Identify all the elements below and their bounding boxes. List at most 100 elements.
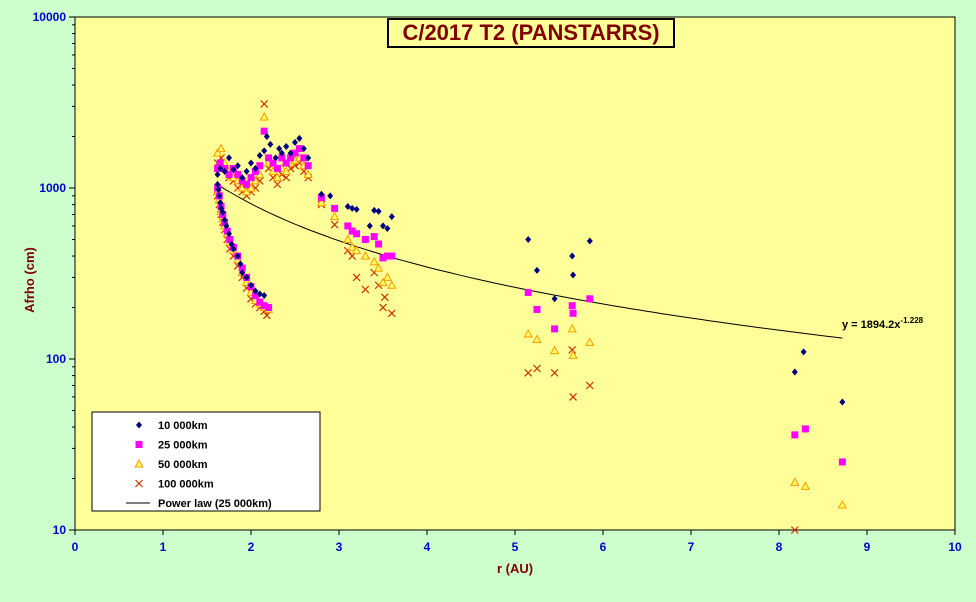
x-tick-label: 9 xyxy=(864,540,871,554)
y-axis-title: Afrho (cm) xyxy=(22,247,37,313)
data-point xyxy=(839,398,846,406)
legend-marker xyxy=(135,441,143,448)
data-point xyxy=(551,325,559,333)
data-point xyxy=(256,298,264,306)
data-point xyxy=(370,233,378,241)
data-point xyxy=(260,302,268,310)
x-tick-label: 5 xyxy=(512,540,519,554)
data-point xyxy=(214,180,221,188)
data-point xyxy=(330,220,339,229)
legend-label: 50 000km xyxy=(158,459,208,471)
data-point xyxy=(221,167,228,175)
data-point xyxy=(234,170,242,178)
data-point xyxy=(378,277,388,287)
data-point xyxy=(351,245,362,255)
data-point xyxy=(230,166,237,174)
data-point xyxy=(217,165,224,173)
data-point xyxy=(532,334,542,344)
data-point xyxy=(216,159,224,167)
data-point xyxy=(569,393,578,401)
data-point xyxy=(283,142,290,150)
data-point xyxy=(369,256,379,266)
equation-base: y = 1894.2x xyxy=(842,319,901,331)
data-point xyxy=(265,154,273,162)
data-point xyxy=(344,222,352,230)
data-point xyxy=(523,328,533,338)
data-point xyxy=(212,148,223,157)
equation-exponent: -1.228 xyxy=(900,316,923,325)
data-point xyxy=(251,292,259,300)
data-point xyxy=(276,145,283,153)
x-axis: 0 1 2 3 4 5 6 7 8 9 10 xyxy=(72,529,962,554)
data-point xyxy=(261,147,268,155)
x-tick-label: 2 xyxy=(248,540,255,554)
data-point xyxy=(267,140,274,148)
data-point xyxy=(380,222,386,230)
data-point xyxy=(303,169,313,178)
data-point xyxy=(569,252,576,260)
legend-marker xyxy=(134,458,144,468)
data-point xyxy=(256,151,263,159)
legend-box xyxy=(91,411,321,512)
data-point xyxy=(219,208,226,216)
data-point xyxy=(329,211,340,221)
data-points xyxy=(212,100,848,534)
data-point xyxy=(348,227,356,235)
data-point xyxy=(383,252,391,260)
trendline-equation: y = 1894.2x-1.228 xyxy=(842,316,924,331)
data-point xyxy=(375,240,383,248)
data-point xyxy=(800,481,811,490)
data-point xyxy=(226,235,234,243)
data-point xyxy=(230,245,237,253)
data-point xyxy=(226,230,232,238)
data-point xyxy=(838,458,846,466)
legend: 10 000km 25 000km 50 000km 100 000km Power l… xyxy=(91,411,321,512)
data-point xyxy=(261,292,268,300)
data-point xyxy=(570,271,577,279)
chart-title: C/2017 T2 (PANSTARRS) xyxy=(387,18,675,48)
data-point xyxy=(525,235,532,243)
data-point xyxy=(550,368,559,377)
data-point xyxy=(272,154,279,162)
data-point xyxy=(361,235,369,243)
data-point xyxy=(379,303,387,312)
data-point xyxy=(344,202,351,210)
series-diamond xyxy=(214,133,846,406)
data-point xyxy=(349,204,356,212)
data-point xyxy=(353,230,361,238)
data-point xyxy=(260,100,269,108)
y-tick-label: 100 xyxy=(46,352,66,366)
data-point xyxy=(269,159,277,167)
data-point xyxy=(225,170,233,178)
data-point xyxy=(296,134,303,142)
data-point xyxy=(234,162,241,170)
data-point xyxy=(568,350,578,359)
data-point xyxy=(226,154,232,162)
data-point xyxy=(382,272,393,281)
data-point xyxy=(361,285,370,294)
legend-marker xyxy=(136,421,142,429)
legend-label: 10 000km xyxy=(158,420,208,432)
data-point xyxy=(534,266,540,274)
data-point xyxy=(524,368,533,377)
data-point xyxy=(256,290,263,298)
data-point xyxy=(282,173,291,182)
data-point xyxy=(243,180,251,188)
x-tick-label: 0 xyxy=(72,540,79,554)
data-point xyxy=(278,154,286,162)
data-point xyxy=(524,288,532,296)
data-point xyxy=(384,224,391,232)
data-point xyxy=(282,159,290,167)
data-point xyxy=(287,149,294,157)
data-point xyxy=(379,254,387,262)
x-tick-label: 6 xyxy=(600,540,607,554)
data-point xyxy=(216,192,223,200)
data-point xyxy=(248,159,254,167)
x-tick-label: 7 xyxy=(688,540,695,554)
data-point xyxy=(549,345,560,355)
data-point xyxy=(243,273,250,281)
data-point xyxy=(281,166,291,175)
data-point xyxy=(373,263,384,272)
data-point xyxy=(252,287,259,295)
data-point xyxy=(278,149,285,157)
